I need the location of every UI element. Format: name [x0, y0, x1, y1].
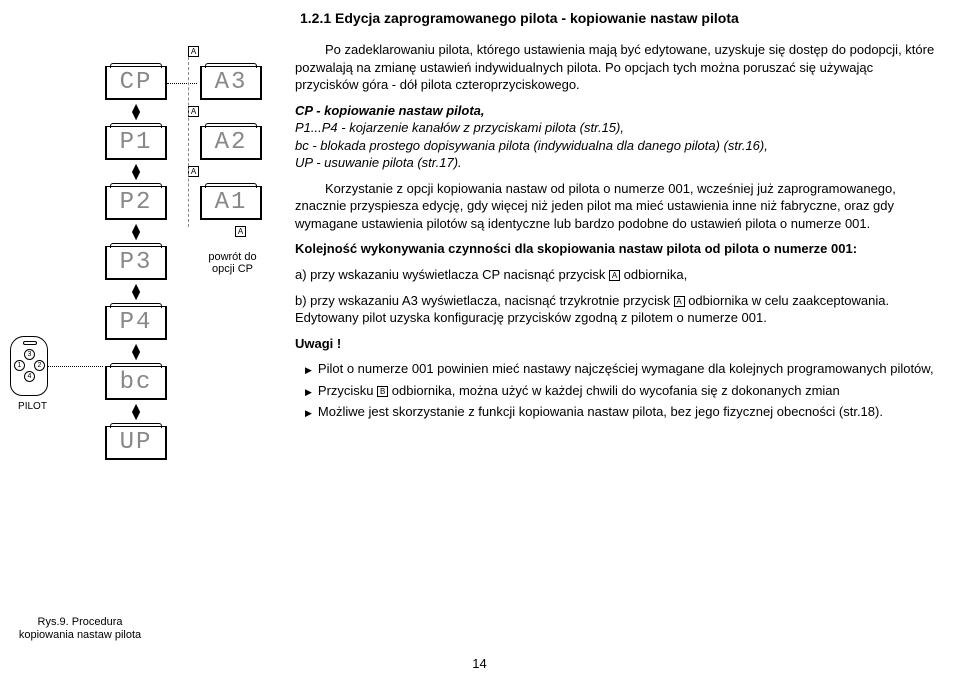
arrow-icon: ▲▼	[126, 403, 146, 419]
a-icon: A	[235, 226, 246, 237]
arrow-icon: ▲▼	[126, 103, 146, 119]
lcd-up: UP	[105, 426, 167, 460]
lcd-p2: P2	[105, 186, 167, 220]
pilot-label: PILOT	[10, 401, 55, 412]
text-column: Po zadeklarowaniu pilota, którego ustawi…	[295, 41, 939, 425]
step-b: b) przy wskazaniu A3 wyświetlacza, nacis…	[295, 292, 939, 327]
dotted-line	[48, 366, 103, 367]
list-item: Przycisku B odbiornika, można użyć w każ…	[305, 382, 939, 400]
paragraph: Korzystanie z opcji kopiowania nastaw od…	[295, 180, 939, 233]
arrow-icon: ▲▼	[126, 223, 146, 239]
a-icon: A	[188, 46, 199, 57]
dashed-line	[188, 57, 189, 227]
lcd-bc: bc	[105, 366, 167, 400]
lcd-p4: P4	[105, 306, 167, 340]
a-icon: A	[188, 166, 199, 177]
lcd-a3: A3	[200, 66, 262, 100]
arrow-icon: ▲▼	[126, 343, 146, 359]
lcd-p1: P1	[105, 126, 167, 160]
definition-block: CP - kopiowanie nastaw pilota, P1...P4 -…	[295, 102, 939, 172]
a-button-icon: A	[609, 270, 620, 281]
return-label: powrót do opcji CP	[205, 251, 260, 275]
remote-icon: 3 1 2 4	[10, 336, 48, 396]
list-item: Pilot o numerze 001 powinien mieć nastaw…	[305, 360, 939, 378]
lcd-cp: CP	[105, 66, 167, 100]
diagram-column: CP ▲▼ P1 ▲▼ P2 ▲▼ P3 ▲▼ P4 ▲▼ bc ▲▼ UP A…	[10, 41, 280, 425]
dotted-line	[167, 83, 197, 84]
step-a: a) przy wskazaniu wyświetlacza CP nacisn…	[295, 266, 939, 284]
notes-heading: Uwagi !	[295, 335, 939, 353]
arrow-icon: ▲▼	[126, 163, 146, 179]
notes-list: Pilot o numerze 001 powinien mieć nastaw…	[305, 360, 939, 421]
lcd-a2: A2	[200, 126, 262, 160]
figure-caption: Rys.9. Procedura kopiowania nastaw pilot…	[10, 616, 150, 642]
page-number: 14	[0, 656, 959, 671]
a-icon: A	[188, 106, 199, 117]
arrow-icon: ▲▼	[126, 283, 146, 299]
b-button-icon: B	[377, 386, 388, 397]
lcd-a1: A1	[200, 186, 262, 220]
subheading: Kolejność wykonywania czynności dla skop…	[295, 240, 939, 258]
paragraph: Po zadeklarowaniu pilota, którego ustawi…	[295, 41, 939, 94]
a-button-icon: A	[674, 296, 685, 307]
list-item: Możliwe jest skorzystanie z funkcji kopi…	[305, 403, 939, 421]
lcd-p3: P3	[105, 246, 167, 280]
section-heading: 1.2.1 Edycja zaprogramowanego pilota - k…	[300, 10, 939, 26]
